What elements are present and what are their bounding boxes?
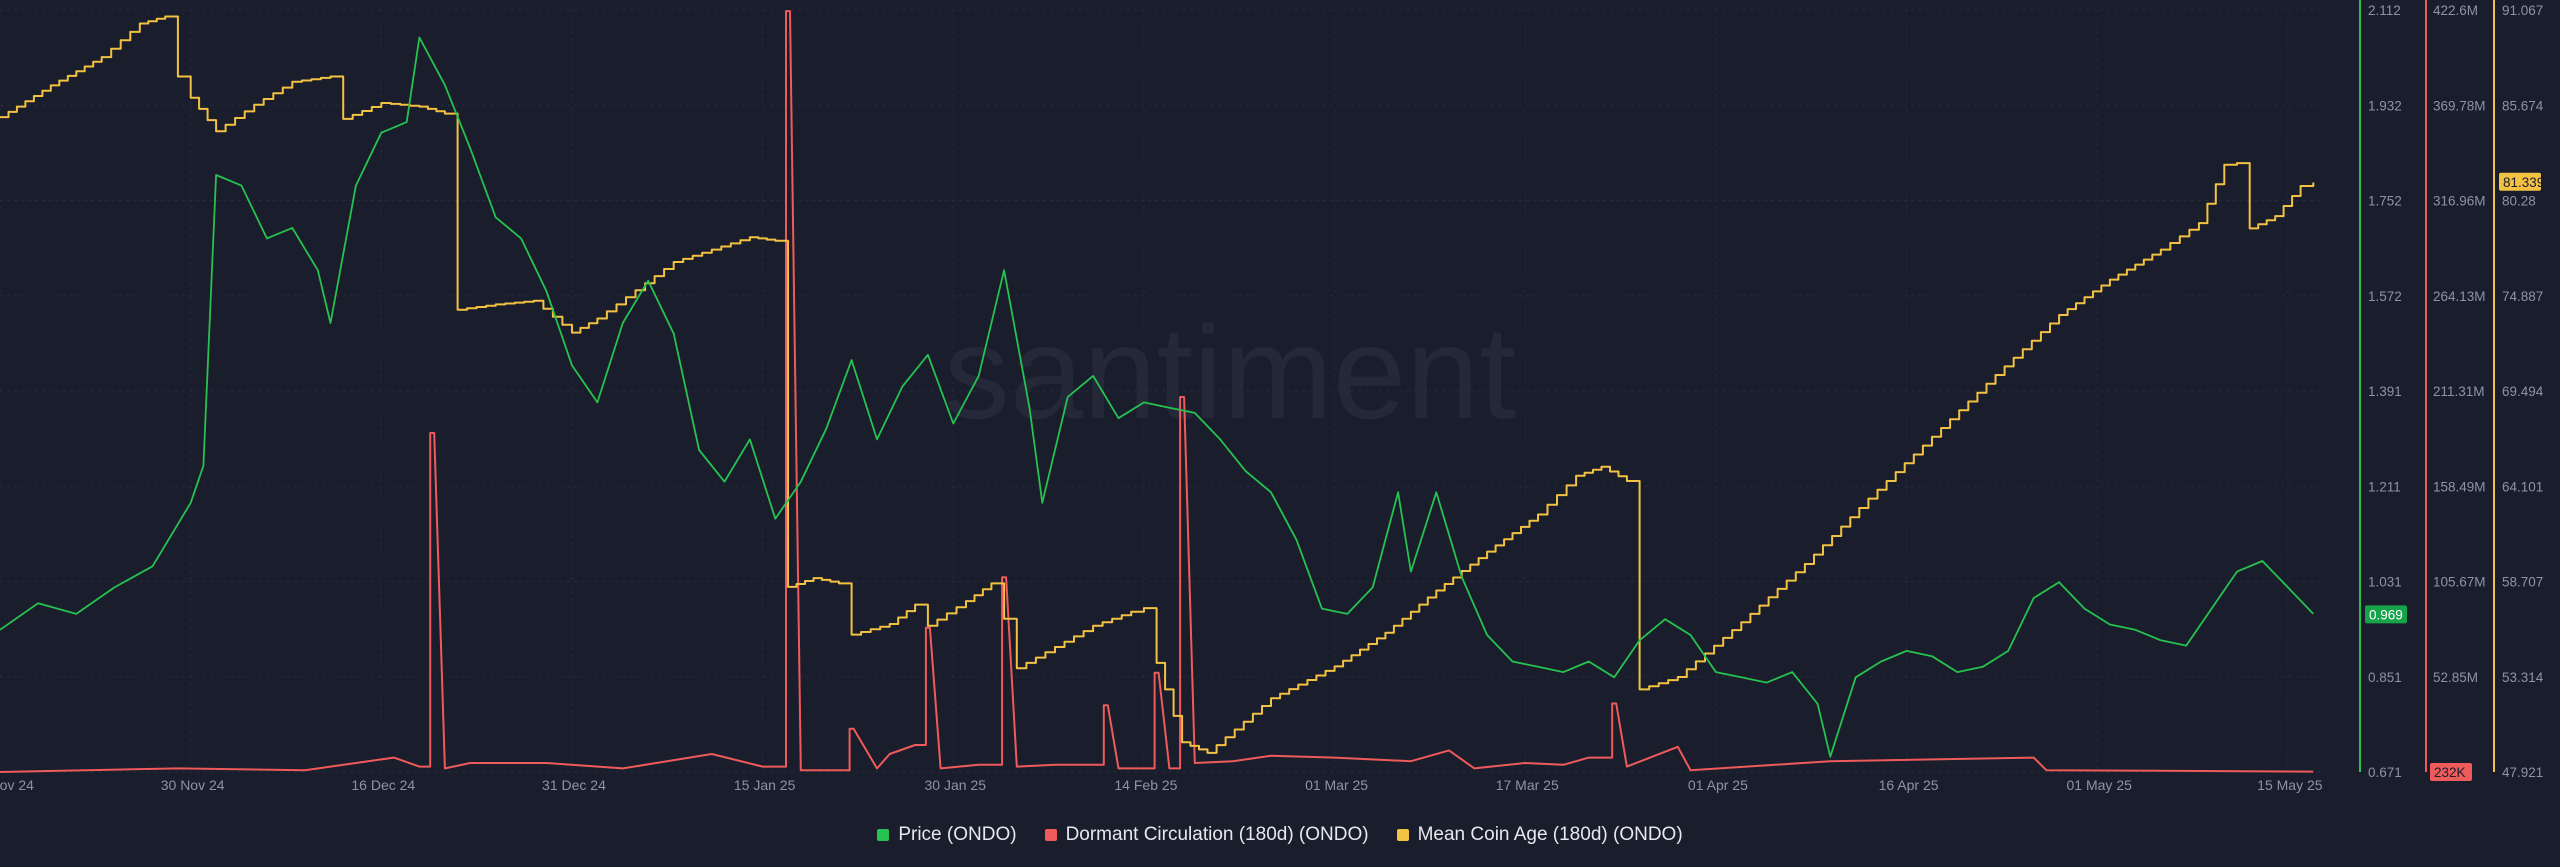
age-tick-label: 69.494 xyxy=(2502,384,2544,399)
dormant-tick-label: 264.13M xyxy=(2433,289,2486,304)
age-tick-label: 80.28 xyxy=(2502,194,2536,209)
dormant-tick-label: 105.67M xyxy=(2433,575,2486,590)
price-tick-label: 2.112 xyxy=(2368,3,2401,18)
price-current-badge xyxy=(2365,605,2407,624)
legend-swatch-age xyxy=(1396,829,1409,841)
age-tick-label: 47.921 xyxy=(2502,765,2543,780)
price-tick-label: 1.752 xyxy=(2368,194,2402,209)
dormant-tick-label: 158.49M xyxy=(2433,479,2486,494)
grid xyxy=(0,9,2326,773)
age-current-badge xyxy=(2499,172,2541,191)
age-tick-label: 58.707 xyxy=(2502,575,2543,590)
dormant-tick-label: 211.31M xyxy=(2433,384,2485,399)
watermark: santiment xyxy=(944,299,1516,446)
legend-label-age: Mean Coin Age (180d) (ONDO) xyxy=(1417,824,1683,845)
x-tick-label: 01 Mar 25 xyxy=(1305,777,1368,793)
age-tick-label: 64.101 xyxy=(2502,479,2543,494)
age-current-value: 81.339 xyxy=(2503,175,2544,190)
x-tick-label: 30 Jan 25 xyxy=(925,777,987,793)
dormant-tick-label: 369.78M xyxy=(2433,98,2486,113)
legend-swatch-price xyxy=(877,829,890,841)
age-tick-label: 74.887 xyxy=(2502,289,2543,304)
dormant-series-line xyxy=(0,10,2314,773)
legend-swatch-dormant xyxy=(1044,829,1057,841)
dormant-series-group xyxy=(0,10,2314,773)
price-series-group xyxy=(0,36,2314,758)
legend-item-dormant[interactable]: Dormant Circulation (180d) (ONDO) xyxy=(1044,824,1369,846)
x-axis-ticks: 15 Nov 24 30 Nov 24 16 Dec 24 31 Dec 24 15 J… xyxy=(0,777,2323,793)
x-tick-label: 17 Mar 25 xyxy=(1496,777,1559,793)
x-tick-label: 15 May 25 xyxy=(2257,777,2323,793)
price-series-line xyxy=(0,36,2314,758)
x-tick-label: 15 Nov 24 xyxy=(0,777,34,793)
x-tick-label: 31 Dec 24 xyxy=(542,777,606,793)
age-series-line xyxy=(0,15,2315,754)
dormant-current-badge xyxy=(2430,763,2472,781)
price-tick-label: 0.851 xyxy=(2368,670,2402,685)
x-tick-label: 01 Apr 25 xyxy=(1688,777,1748,793)
age-tick-label: 53.314 xyxy=(2502,670,2544,685)
dormant-tick-label: 316.96M xyxy=(2433,194,2486,209)
x-tick-label: 15 Jan 25 xyxy=(734,777,796,793)
legend-label-price: Price (ONDO) xyxy=(898,824,1017,845)
legend-item-price[interactable]: Price (ONDO) xyxy=(877,824,1017,846)
price-tick-label: 0.671 xyxy=(2368,765,2402,780)
x-tick-label: 16 Dec 24 xyxy=(351,777,415,793)
dormant-tick-label: 52.85M xyxy=(2433,670,2478,685)
age-tick-label: 85.674 xyxy=(2502,98,2544,113)
x-tick-label: 16 Apr 25 xyxy=(1879,777,1939,793)
price-tick-label: 1.572 xyxy=(2368,289,2402,304)
age-tick-label: 91.067 xyxy=(2502,3,2543,18)
legend-item-age[interactable]: Mean Coin Age (180d) (ONDO) xyxy=(1396,824,1683,846)
dormant-tick-label: 422.6M xyxy=(2433,3,2478,18)
price-current-value: 0.969 xyxy=(2369,607,2403,622)
age-series-group xyxy=(0,15,2315,754)
price-tick-label: 1.211 xyxy=(2368,479,2401,494)
axes: 0.671 0.851 1.031 1.211 1.391 1.572 1.752 1.932… xyxy=(2359,0,2544,781)
price-tick-label: 1.391 xyxy=(2368,384,2402,399)
legend-label-dormant: Dormant Circulation (180d) (ONDO) xyxy=(1065,824,1369,845)
x-tick-label: 30 Nov 24 xyxy=(161,777,225,793)
x-tick-label: 01 May 25 xyxy=(2067,777,2133,793)
dormant-current-value: 232K xyxy=(2434,765,2466,780)
x-tick-label: 14 Feb 25 xyxy=(1114,777,1177,793)
price-tick-label: 1.031 xyxy=(2368,575,2402,590)
price-tick-label: 1.932 xyxy=(2368,98,2402,113)
legend: Price (ONDO) Dormant Circulation (180d) … xyxy=(0,820,2560,850)
